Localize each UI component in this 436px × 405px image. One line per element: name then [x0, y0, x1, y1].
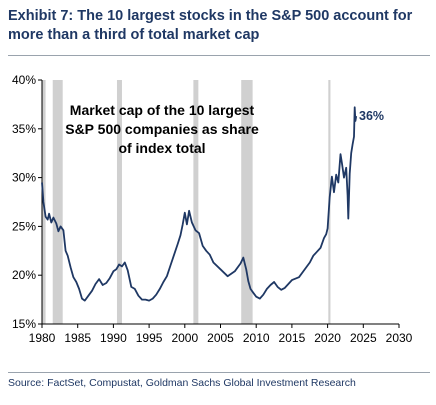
y-tick-label: 40% [12, 73, 36, 87]
x-axis-tick-labels: 1980 1985 1990 1995 2000 2005 2010 2015 2020 2025… [29, 331, 413, 345]
inner-title-line-1: Market cap of the 10 largest [70, 102, 255, 118]
x-tick-label: 2015 [279, 331, 306, 345]
source-note: Source: FactSet, Compustat, Goldman Sach… [8, 377, 356, 389]
chart-axes [38, 79, 400, 328]
chart-title: Exhibit 7: The 10 largest stocks in the … [8, 8, 413, 43]
y-tick-label: 25% [12, 219, 36, 233]
end-value-label: 36% [359, 109, 384, 123]
y-axis-tick-labels: 15% 20% 25% 30% 35% 40% [12, 73, 36, 331]
top-divider [8, 55, 430, 56]
x-tick-label: 2000 [171, 331, 198, 345]
x-tick-label: 1990 [100, 331, 127, 345]
x-tick-label: 2025 [350, 331, 377, 345]
line-chart: 15% 20% 25% 30% 35% 40% 1980 1985 1990 1995 2000 2… [12, 73, 413, 345]
x-tick-label: 2030 [386, 331, 413, 345]
y-tick-label: 30% [12, 171, 36, 185]
recession-band-4 [241, 80, 253, 324]
bottom-divider [8, 372, 430, 373]
y-tick-label: 15% [12, 317, 36, 331]
inner-title-line-3: of index total [118, 140, 205, 156]
y-tick-label: 35% [12, 122, 36, 136]
x-tick-label: 2005 [207, 331, 234, 345]
x-tick-label: 2010 [243, 331, 270, 345]
inner-title-line-2: S&P 500 companies as share [65, 121, 259, 137]
recession-band-2 [116, 80, 122, 324]
recession-band-1 [52, 80, 63, 324]
x-tick-label: 2020 [314, 331, 341, 345]
series-line-top10-share [41, 106, 358, 302]
recession-band-3 [193, 80, 199, 324]
y-tick-label: 20% [12, 268, 36, 282]
x-tick-label: 1985 [64, 331, 91, 345]
x-tick-label: 1995 [136, 331, 163, 345]
x-tick-label: 1980 [29, 331, 56, 345]
